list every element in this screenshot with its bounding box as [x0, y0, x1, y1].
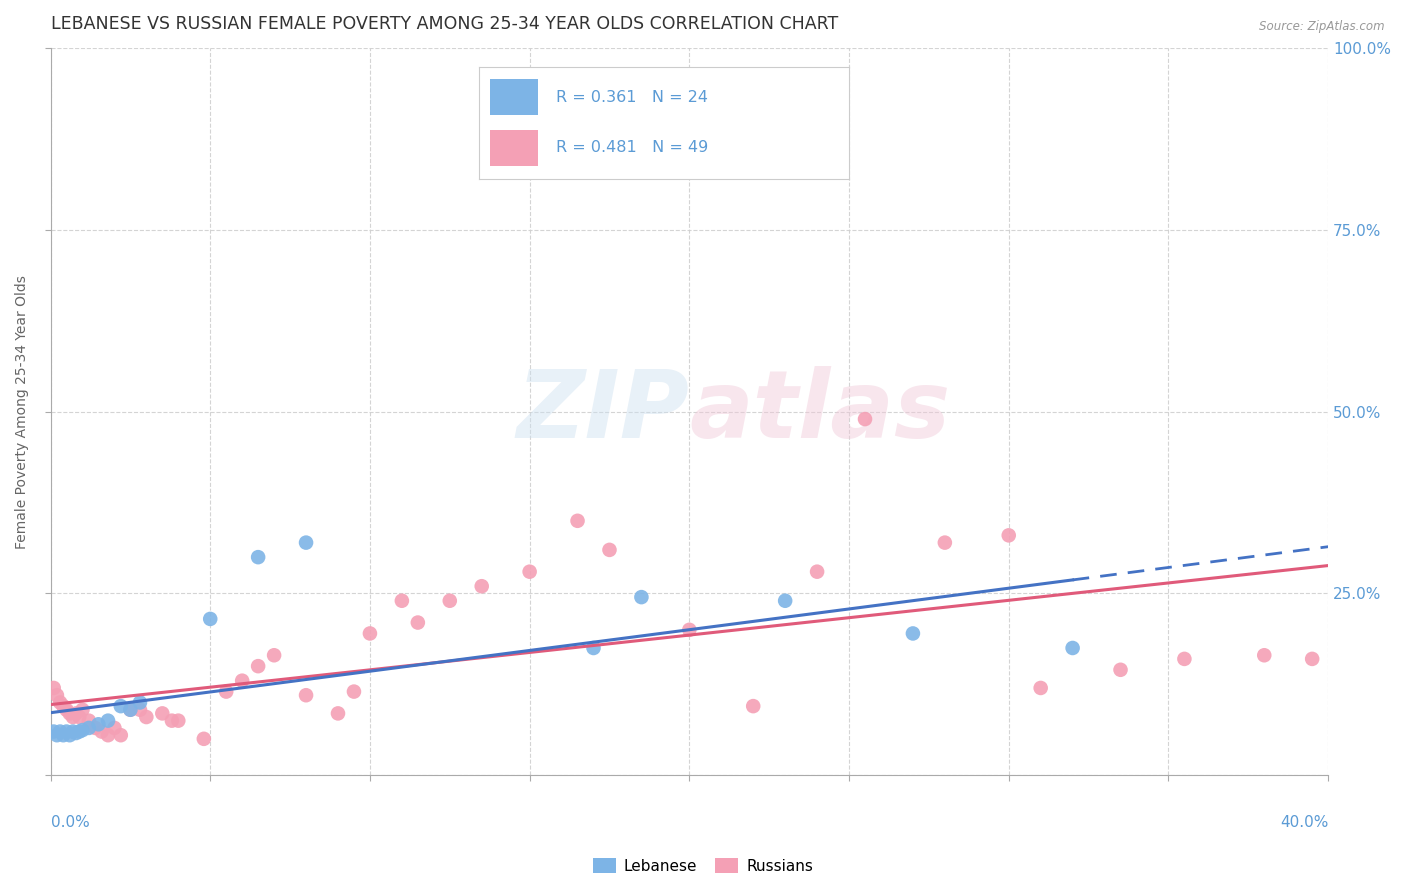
- Point: [42, 681, 65, 695]
- Point: [49, 724, 72, 739]
- Point: [62, 724, 84, 739]
- Point: [343, 684, 366, 698]
- Point: [439, 593, 461, 607]
- Point: [55, 703, 77, 717]
- Point: [519, 565, 541, 579]
- Point: [295, 535, 318, 549]
- Point: [742, 699, 765, 714]
- Point: [65, 726, 87, 740]
- Point: [406, 615, 429, 630]
- Point: [471, 579, 494, 593]
- Point: [72, 723, 94, 738]
- Point: [1253, 648, 1275, 663]
- Point: [231, 673, 253, 688]
- Text: 40.0%: 40.0%: [1279, 815, 1329, 830]
- Text: 0.0%: 0.0%: [51, 815, 89, 830]
- Point: [97, 714, 120, 728]
- Point: [45, 688, 67, 702]
- Point: [120, 703, 142, 717]
- Point: [901, 626, 924, 640]
- Point: [49, 696, 72, 710]
- Point: [263, 648, 285, 663]
- Point: [84, 721, 107, 735]
- Point: [45, 728, 67, 742]
- Point: [678, 623, 700, 637]
- Point: [55, 724, 77, 739]
- Point: [59, 728, 82, 742]
- Point: [193, 731, 215, 746]
- Point: [129, 703, 152, 717]
- Point: [295, 688, 318, 702]
- Text: ZIP: ZIP: [516, 366, 689, 458]
- Text: atlas: atlas: [689, 366, 950, 458]
- Point: [62, 710, 84, 724]
- Point: [200, 612, 222, 626]
- Point: [65, 706, 87, 721]
- Point: [120, 703, 142, 717]
- Point: [110, 728, 132, 742]
- Point: [160, 714, 183, 728]
- Point: [72, 703, 94, 717]
- Point: [391, 593, 413, 607]
- Point: [853, 412, 876, 426]
- Point: [129, 696, 152, 710]
- Point: [1029, 681, 1052, 695]
- Point: [806, 565, 828, 579]
- Point: [1109, 663, 1132, 677]
- Point: [77, 721, 100, 735]
- Point: [598, 542, 620, 557]
- Point: [67, 710, 90, 724]
- Point: [326, 706, 349, 721]
- Point: [215, 684, 238, 698]
- Point: [110, 699, 132, 714]
- Point: [934, 535, 956, 549]
- Point: [52, 699, 75, 714]
- Point: [52, 728, 75, 742]
- Point: [59, 706, 82, 721]
- Point: [135, 710, 157, 724]
- Y-axis label: Female Poverty Among 25-34 Year Olds: Female Poverty Among 25-34 Year Olds: [15, 275, 30, 549]
- Point: [103, 721, 125, 735]
- Point: [1301, 652, 1323, 666]
- Point: [1173, 652, 1195, 666]
- Point: [582, 640, 605, 655]
- Point: [150, 706, 173, 721]
- Point: [90, 724, 112, 739]
- Point: [77, 714, 100, 728]
- Point: [1062, 640, 1084, 655]
- Point: [247, 550, 270, 565]
- Point: [247, 659, 270, 673]
- Legend: Lebanese, Russians: Lebanese, Russians: [586, 852, 820, 880]
- Point: [359, 626, 381, 640]
- Point: [87, 717, 110, 731]
- Point: [67, 724, 90, 739]
- Point: [630, 590, 652, 604]
- Point: [997, 528, 1019, 542]
- Text: Source: ZipAtlas.com: Source: ZipAtlas.com: [1260, 20, 1385, 33]
- Point: [167, 714, 190, 728]
- Point: [97, 728, 120, 742]
- Point: [773, 593, 796, 607]
- Point: [42, 724, 65, 739]
- Point: [567, 514, 589, 528]
- Text: LEBANESE VS RUSSIAN FEMALE POVERTY AMONG 25-34 YEAR OLDS CORRELATION CHART: LEBANESE VS RUSSIAN FEMALE POVERTY AMONG…: [51, 15, 838, 33]
